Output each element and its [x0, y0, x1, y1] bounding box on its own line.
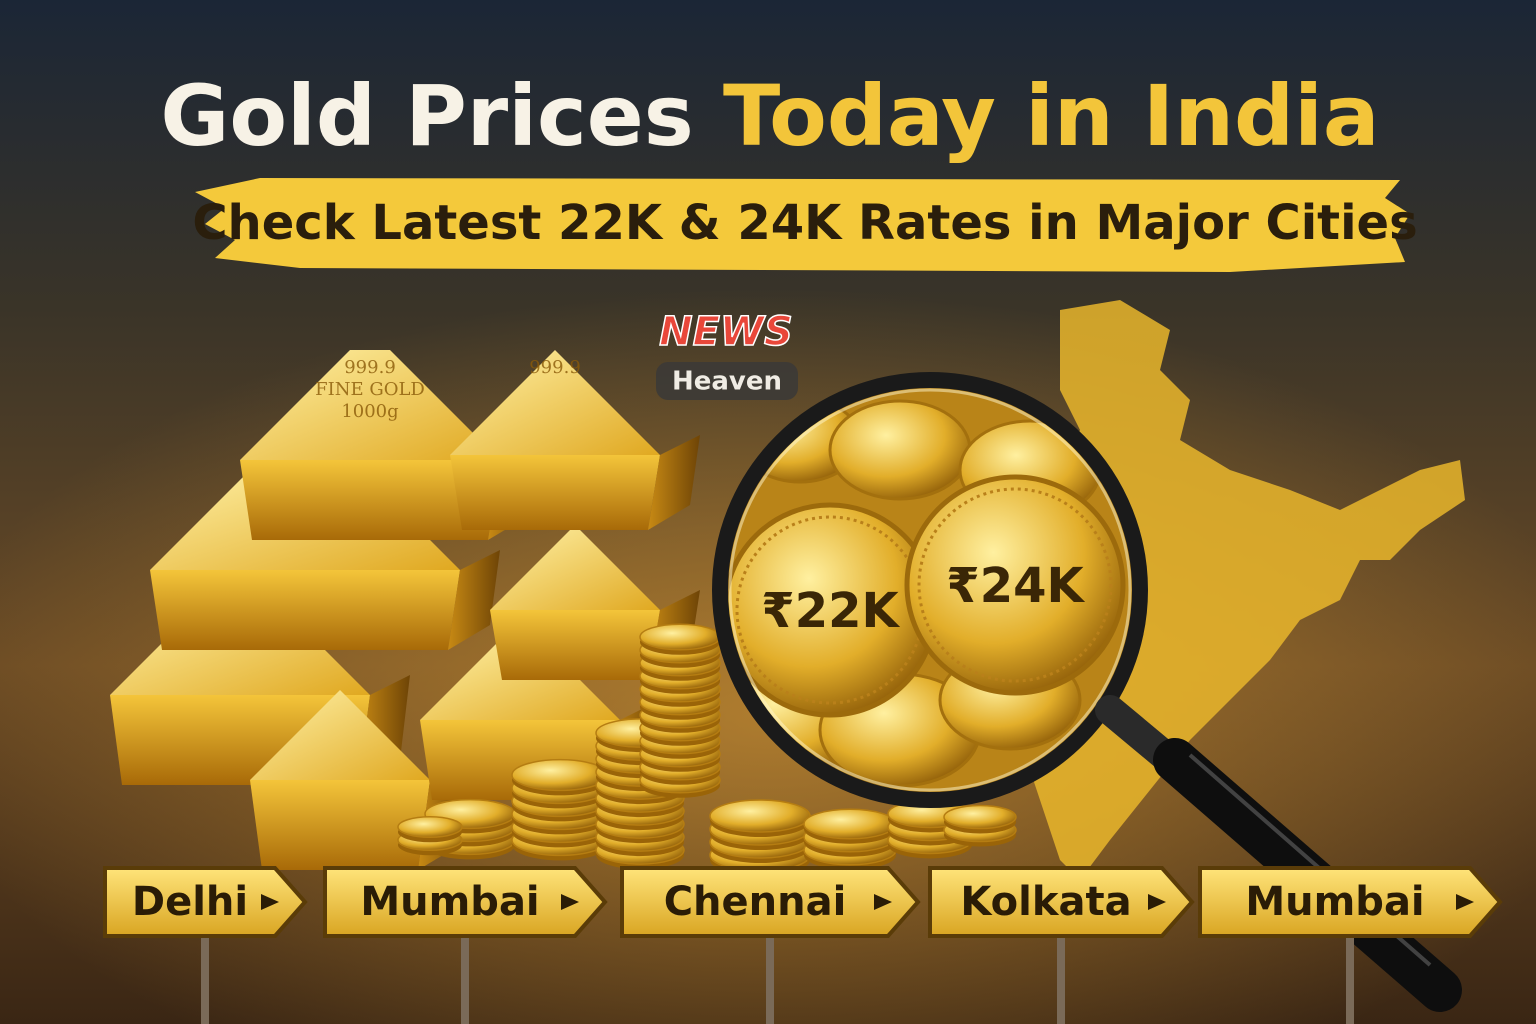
city-sign — [928, 866, 1195, 938]
magnifier-lens: ₹22K ₹24K — [725, 385, 1135, 795]
city-name: Mumbai — [360, 879, 539, 925]
big-coin — [904, 474, 1126, 696]
coin-label: ₹24K — [946, 558, 1085, 614]
bar-side — [648, 435, 700, 530]
city-name: Chennai — [664, 879, 847, 925]
title-gold: Today in India — [723, 67, 1380, 165]
coin — [639, 623, 721, 651]
subtitle: Check Latest 22K & 24K Rates in Major Ci… — [192, 195, 1417, 251]
title-space — [694, 67, 723, 165]
bar-front — [450, 455, 660, 530]
bar-front — [240, 460, 500, 540]
sign-arrow — [1148, 894, 1166, 910]
brush-stripe — [195, 178, 1410, 272]
bar-engraving: 999.9 — [529, 357, 581, 378]
magnifier-ring-shine — [728, 388, 1132, 792]
coin — [943, 804, 1017, 830]
big-coin-rim — [917, 487, 1113, 683]
bar-side — [448, 550, 500, 650]
sign-pole — [201, 936, 209, 1024]
sign-pole — [766, 936, 774, 1024]
coin — [511, 758, 609, 792]
sign-arrow — [1456, 894, 1474, 910]
title: Gold Prices Today in India — [160, 67, 1379, 165]
sign-pole — [1057, 936, 1065, 1024]
bar-engraving: 999.9 — [344, 357, 396, 378]
bar-top — [450, 350, 660, 455]
city-sign — [103, 866, 308, 938]
city-name: Kolkata — [960, 879, 1131, 925]
bar-front — [250, 780, 430, 870]
coin-label: ₹22K — [761, 583, 900, 639]
lens-coin — [828, 399, 972, 501]
city-name: Delhi — [132, 879, 248, 925]
city-sign — [1198, 866, 1503, 938]
bar-engraving: 1000g — [341, 401, 398, 422]
coin — [709, 799, 811, 833]
bar-front — [490, 610, 660, 680]
city-sign — [323, 866, 608, 938]
bar-engraving: FINE GOLD — [315, 379, 425, 400]
sign-arrow — [874, 894, 892, 910]
coin — [397, 816, 463, 838]
sign-pole — [1346, 936, 1354, 1024]
sign-pole — [461, 936, 469, 1024]
sign-arrow — [261, 894, 279, 910]
sign-arrow — [561, 894, 579, 910]
title-white: Gold Prices — [160, 67, 693, 165]
bar-top — [250, 690, 430, 780]
bar-top — [240, 350, 500, 460]
logo-news: NEWS — [659, 309, 793, 355]
logo-heaven: Heaven — [672, 367, 782, 397]
bar-front — [150, 570, 460, 650]
city-name: Mumbai — [1245, 879, 1424, 925]
magnifier-ring — [712, 372, 1148, 808]
logo-bg — [656, 362, 798, 400]
gold-bar: 999.9 — [450, 350, 700, 530]
bar-top — [490, 530, 660, 610]
city-sign — [620, 866, 921, 938]
coin — [803, 808, 897, 840]
